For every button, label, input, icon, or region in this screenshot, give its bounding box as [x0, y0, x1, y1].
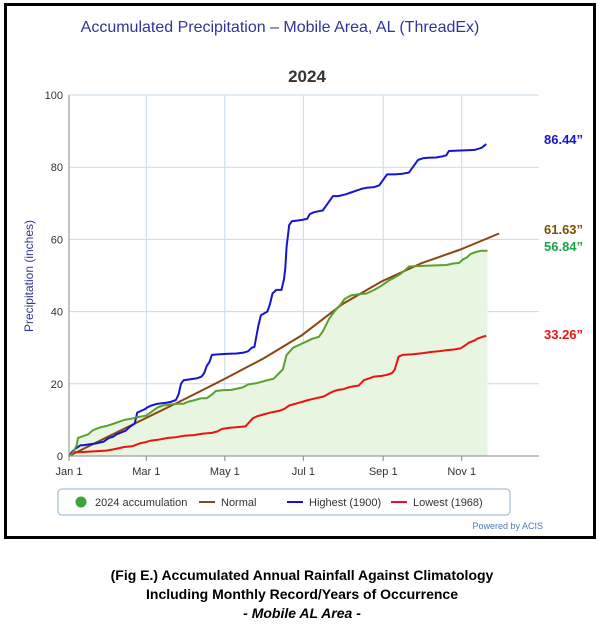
chart-frame: Accumulated Precipitation – Mobile Area,…	[4, 3, 596, 539]
x-tick-label: Sep 1	[369, 466, 398, 478]
legend-item-2024-accumulation[interactable]: 2024 accumulation	[95, 497, 187, 509]
legend-box	[57, 488, 511, 516]
series-lines	[68, 143, 500, 457]
chart-title: Accumulated Precipitation – Mobile Area,…	[81, 19, 480, 36]
caption-line-3: - Mobile AL Area -	[243, 605, 361, 621]
axes: 0 20 40 60 80 100 Jan 1 Mar 1 May 1 Jul 1 Sep 1 Nov…	[45, 90, 539, 478]
y-tick-label: 100	[45, 90, 63, 102]
end-label-2024-accumulation: 56.84”	[544, 239, 583, 254]
legend-item-lowest-1968[interactable]: Lowest (1968)	[413, 497, 483, 509]
series-line-lowest-1968	[68, 334, 487, 457]
end-label-normal: 61.63”	[544, 222, 583, 237]
chart-subtitle: 2024	[288, 67, 326, 86]
end-labels: 56.84” 61.63” 86.44” 33.26”	[544, 132, 583, 342]
x-tick-label: Nov 1	[447, 466, 476, 478]
y-tick-label: 80	[51, 162, 63, 174]
series-line-normal	[68, 232, 500, 457]
figure-caption: (Fig E.) Accumulated Annual Rainfall Aga…	[0, 566, 604, 623]
legend: 2024 accumulation Normal Highest (1900) Low…	[57, 488, 511, 516]
y-tick-label: 40	[51, 307, 63, 319]
x-tick-label: Mar 1	[132, 466, 160, 478]
series-line-2024-accumulation	[68, 249, 488, 457]
precipitation-chart: Accumulated Precipitation – Mobile Area,…	[22, 19, 583, 531]
caption-line-1: (Fig E.) Accumulated Annual Rainfall Aga…	[110, 567, 494, 583]
end-label-lowest-1968: 33.26”	[544, 327, 583, 342]
y-tick-label: 0	[57, 451, 63, 463]
y-tick-label: 20	[51, 379, 63, 391]
caption-line-2: Including Monthly Record/Years of Occurr…	[146, 586, 458, 602]
legend-item-highest-1900[interactable]: Highest (1900)	[309, 497, 381, 509]
acis-credit[interactable]: Powered by ACIS	[472, 521, 543, 531]
x-tick-label: Jul 1	[292, 466, 315, 478]
x-tick-label: May 1	[210, 466, 240, 478]
y-tick-label: 60	[51, 234, 63, 246]
x-tick-label: Jan 1	[56, 466, 83, 478]
y-axis-label: Precipitation (inches)	[22, 220, 36, 332]
legend-marker-2024-accumulation[interactable]	[75, 496, 87, 508]
end-label-highest-1900: 86.44”	[544, 132, 583, 147]
series-line-highest-1900	[68, 143, 487, 457]
legend-item-normal[interactable]: Normal	[221, 497, 256, 509]
